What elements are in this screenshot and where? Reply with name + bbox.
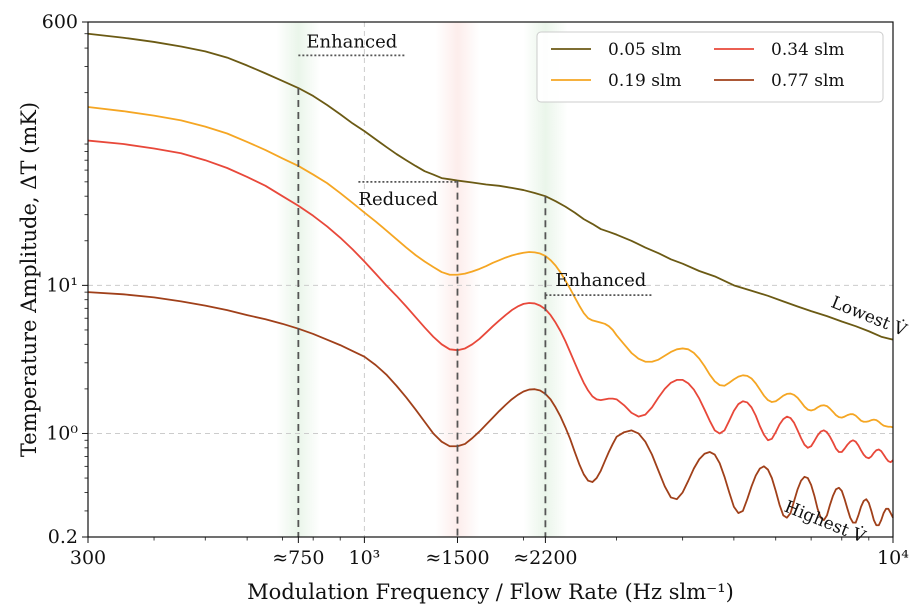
marker-lines: [297, 88, 547, 537]
x-axis-label: Modulation Frequency / Flow Rate (Hz slm…: [247, 580, 734, 604]
annotation-label: Enhanced: [555, 270, 646, 291]
y-tick-label: 0.2: [48, 526, 78, 548]
series-line: [87, 106, 894, 429]
axis-ticks: 300 ≈750 10³ ≈1500 ≈2200 10⁴ 0.2 10⁰ 10¹ 600: [42, 11, 910, 569]
x-tick-label: ≈750: [272, 547, 324, 569]
series-line: [87, 291, 894, 527]
y-axis-label: Temperature Amplitude, ΔT (mK): [17, 102, 41, 457]
highlight-bands: [276, 22, 568, 537]
legend-entry: 0.34 slm: [771, 40, 845, 60]
y-tick-label: 10⁰: [46, 422, 78, 444]
data-series: [87, 32, 894, 527]
x-tick-label: 300: [70, 547, 106, 569]
y-tick-label: 10¹: [46, 274, 78, 296]
x-tick-label: 10⁴: [877, 547, 909, 569]
highlight-band: [276, 22, 321, 537]
legend: 0.05 slm 0.19 slm 0.34 slm 0.77 slm: [536, 31, 884, 103]
plot-frame: [87, 21, 894, 538]
annotation-label: Reduced: [358, 189, 438, 210]
series-line: [87, 32, 894, 341]
curve-label: Lowest V̇: [828, 292, 910, 341]
x-tick-label: 10³: [348, 547, 380, 569]
x-tick-label: ≈2200: [513, 547, 577, 569]
x-tick-label: ≈1500: [425, 547, 489, 569]
annotation-label: Enhanced: [306, 31, 397, 52]
grid-lines: [88, 22, 893, 537]
legend-box: [536, 31, 884, 103]
legend-entry: 0.77 slm: [771, 71, 845, 91]
legend-entry: 0.19 slm: [608, 71, 682, 91]
legend-entry: 0.05 slm: [608, 40, 682, 60]
y-tick-label: 600: [42, 11, 78, 33]
series-line: [87, 139, 894, 464]
